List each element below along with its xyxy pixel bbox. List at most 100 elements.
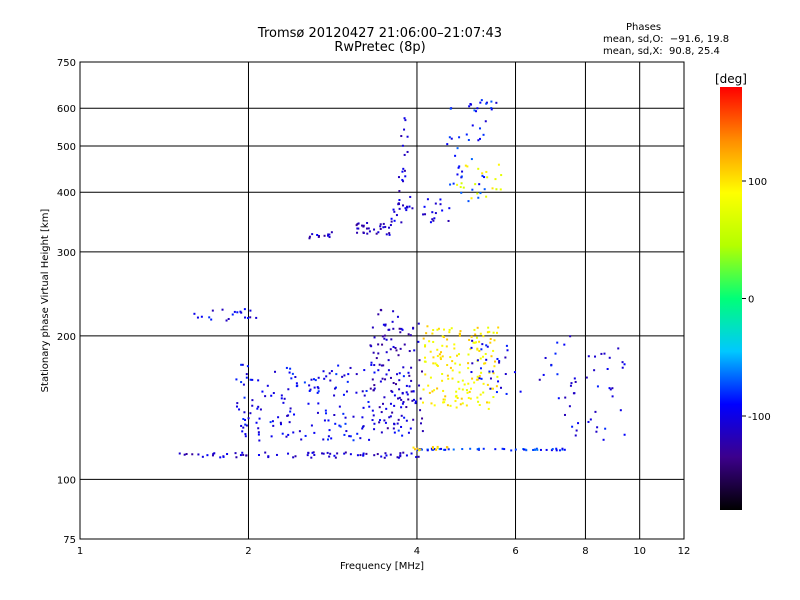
data-point	[433, 217, 436, 220]
data-point	[454, 362, 457, 365]
data-point	[446, 374, 449, 377]
data-point	[456, 147, 459, 150]
data-point	[345, 430, 348, 433]
data-point	[412, 418, 415, 421]
data-point	[418, 449, 421, 452]
data-point	[267, 456, 270, 459]
data-point	[196, 316, 199, 319]
data-point	[485, 344, 488, 347]
data-point	[381, 402, 384, 405]
data-point	[585, 376, 588, 379]
data-point	[611, 395, 614, 398]
data-point	[388, 416, 391, 419]
data-point	[398, 207, 401, 210]
data-point	[424, 345, 427, 348]
data-point	[471, 188, 474, 191]
data-point	[460, 397, 463, 400]
data-point	[362, 425, 365, 428]
data-point	[460, 182, 463, 185]
data-point	[439, 356, 442, 359]
data-point	[389, 453, 392, 456]
data-point	[383, 334, 386, 337]
data-point	[244, 423, 247, 426]
data-point	[417, 322, 420, 325]
data-point	[244, 418, 247, 421]
data-point	[477, 167, 480, 170]
data-point	[542, 373, 545, 376]
data-point	[381, 343, 384, 346]
data-point	[489, 377, 492, 380]
data-point	[356, 432, 359, 435]
y-axis-label: Stationary phase Virtual Height [km]	[40, 209, 51, 393]
data-point	[479, 332, 482, 335]
data-point	[370, 363, 373, 366]
data-point	[233, 310, 236, 313]
data-point	[442, 336, 445, 339]
data-point	[510, 449, 513, 452]
data-point	[373, 336, 376, 339]
phases-heading: Phases	[626, 22, 662, 33]
data-point	[476, 192, 479, 195]
data-point	[432, 340, 435, 343]
data-point	[478, 403, 481, 406]
data-point	[544, 356, 547, 359]
data-point	[427, 384, 430, 387]
data-point	[397, 203, 400, 206]
data-point	[456, 397, 459, 400]
data-point	[365, 452, 368, 455]
data-point	[476, 347, 479, 350]
data-point	[557, 397, 560, 400]
data-point	[423, 205, 426, 208]
data-point	[475, 341, 478, 344]
data-point	[313, 431, 316, 434]
data-point	[575, 429, 578, 432]
data-point	[236, 311, 239, 314]
data-point	[470, 197, 473, 200]
data-point	[197, 453, 200, 456]
data-point	[447, 219, 450, 222]
data-point	[327, 233, 330, 236]
data-point	[401, 402, 404, 405]
data-point	[608, 387, 611, 390]
data-point	[245, 373, 248, 376]
data-point	[494, 178, 497, 181]
data-point	[478, 349, 481, 352]
data-point	[185, 453, 188, 456]
data-point	[496, 357, 499, 360]
data-point	[322, 452, 325, 455]
data-point	[371, 419, 374, 422]
data-point	[476, 326, 479, 329]
data-point	[418, 359, 421, 362]
data-point	[388, 232, 391, 235]
data-point	[333, 394, 336, 397]
data-point	[442, 398, 445, 401]
data-point	[606, 367, 609, 370]
data-point	[368, 405, 371, 408]
data-point	[298, 430, 301, 433]
data-point	[323, 377, 326, 380]
data-point	[369, 344, 372, 347]
data-point	[476, 375, 479, 378]
data-point	[550, 449, 553, 452]
data-point	[467, 353, 470, 356]
data-point	[441, 335, 444, 338]
data-point	[494, 360, 497, 363]
data-point	[307, 402, 310, 405]
data-point	[362, 452, 365, 455]
data-point	[469, 447, 472, 450]
data-point	[455, 390, 458, 393]
data-point	[478, 183, 481, 186]
data-point	[242, 383, 245, 386]
data-point	[440, 447, 443, 450]
data-point	[290, 377, 293, 380]
data-point	[477, 448, 480, 451]
data-point	[460, 191, 463, 194]
data-point	[410, 366, 413, 369]
data-point	[446, 364, 449, 367]
data-point	[382, 222, 385, 225]
data-point	[379, 380, 382, 383]
data-point	[383, 396, 386, 399]
data-point	[471, 124, 474, 127]
colorbar-tick-label: -100	[748, 412, 771, 423]
data-point	[334, 456, 337, 459]
